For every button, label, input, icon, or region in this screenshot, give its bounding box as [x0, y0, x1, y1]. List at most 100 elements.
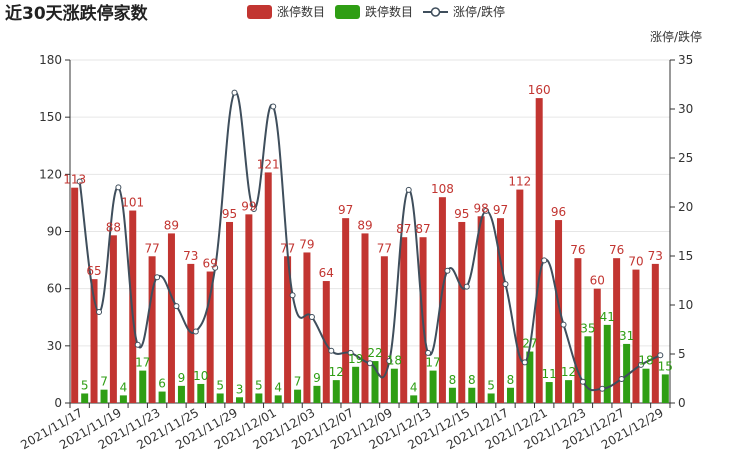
bar-up — [496, 218, 504, 403]
bar-down — [274, 395, 282, 403]
bar-down-label: 4 — [410, 380, 418, 394]
bar-down-label: 9 — [178, 371, 186, 385]
chart-title: 近30天涨跌停家数 — [5, 3, 149, 24]
ratio-point — [386, 358, 393, 365]
bar-up-label: 96 — [551, 205, 566, 219]
y-left-tick-label: 30 — [47, 339, 62, 353]
bar-up-label: 101 — [121, 196, 144, 210]
bar-down-label: 12 — [329, 365, 344, 379]
bar-up — [516, 189, 524, 403]
bar-down — [158, 391, 166, 403]
ratio-point — [328, 347, 335, 354]
bar-down-label: 12 — [561, 365, 576, 379]
legend-swatch-up — [247, 5, 272, 19]
ratio-point — [76, 178, 83, 185]
bar-up-label: 79 — [299, 237, 314, 251]
bar-down-label: 9 — [313, 371, 321, 385]
ratio-line — [76, 89, 664, 392]
bar-up-label: 95 — [222, 207, 237, 221]
bar-down-label: 6 — [158, 377, 166, 391]
bar-up — [245, 214, 253, 403]
bar-up — [226, 221, 234, 403]
ratio-point — [483, 207, 490, 214]
bar-down-label: 4 — [120, 380, 128, 394]
bar-up — [264, 172, 272, 403]
y-left-tick-label: 180 — [39, 53, 62, 67]
legend-label-ratio: 涨停/跌停 — [453, 4, 505, 19]
bar-down — [410, 395, 418, 403]
bar-down — [429, 370, 437, 403]
ratio-point — [521, 359, 528, 366]
bar-down-label: 5 — [255, 378, 263, 392]
ratio-point — [560, 321, 567, 328]
bar-up-label: 89 — [357, 218, 372, 232]
bar-up-label: 69 — [203, 257, 218, 271]
bar-up-label: 121 — [257, 157, 280, 171]
bar-up-label: 87 — [415, 222, 430, 236]
bar-down-label: 22 — [367, 346, 382, 360]
bar-up — [438, 197, 446, 403]
bar-down — [332, 380, 340, 403]
bar-up — [284, 256, 292, 403]
bar-down — [255, 393, 263, 403]
bar-up — [148, 256, 156, 403]
bar-up-label: 76 — [570, 243, 585, 257]
bar-up-label: 77 — [144, 241, 159, 255]
bar-down — [584, 336, 592, 403]
bar-down-label: 17 — [425, 356, 440, 370]
bar-up-label: 98 — [473, 201, 488, 215]
ratio-point — [192, 328, 199, 335]
bar-up — [342, 218, 350, 403]
bar-up — [535, 98, 543, 403]
bar-down — [177, 385, 185, 403]
ratio-point — [96, 308, 103, 315]
y-right-tick-label: 15 — [678, 249, 693, 263]
ratio-point — [134, 341, 141, 348]
bar-up — [632, 269, 640, 403]
y-right-tick-label: 30 — [678, 102, 693, 116]
bar-down-label: 3 — [236, 382, 244, 396]
bar-up-label: 95 — [454, 207, 469, 221]
bar-up — [555, 220, 563, 403]
ratio-point — [367, 360, 373, 367]
bar-down-label: 7 — [100, 375, 108, 389]
bar-down-label: 8 — [468, 373, 476, 387]
bar-up — [593, 288, 601, 403]
bar-down — [352, 366, 360, 403]
bar-down — [642, 368, 650, 403]
bar-down — [661, 374, 669, 403]
bar-up — [71, 187, 79, 403]
bar-down — [197, 383, 205, 403]
bar-down-label: 18 — [638, 354, 653, 368]
ratio-point — [154, 274, 161, 281]
bar-up-label: 99 — [241, 199, 256, 213]
bar-up — [400, 237, 408, 403]
bar-down-label: 8 — [449, 373, 457, 387]
ratio-point — [405, 186, 412, 193]
bar-down-label: 19 — [348, 352, 363, 366]
ratio-point — [115, 184, 122, 191]
bar-down-label: 11 — [542, 367, 557, 381]
legend-label-down: 跌停数目 — [365, 4, 413, 19]
bar-down — [390, 368, 398, 403]
ratio-point — [444, 267, 451, 274]
bar-down — [526, 351, 534, 403]
bar-down-label: 5 — [81, 378, 89, 392]
ratio-point — [270, 103, 277, 110]
bar-down-label: 5 — [216, 378, 224, 392]
bar-down — [81, 393, 89, 403]
y-right-axis-name: 涨停/跌停 — [650, 29, 702, 44]
bar-down-label: 27 — [522, 337, 537, 351]
bar-down-label: 7 — [294, 375, 302, 389]
bar-down — [603, 324, 611, 403]
bar-down — [468, 387, 476, 403]
bar-up-label: 108 — [431, 182, 454, 196]
y-left-tick-label: 150 — [39, 110, 62, 124]
bar-down-label: 17 — [135, 356, 150, 370]
bar-down-label: 35 — [580, 321, 595, 335]
ratio-point — [347, 349, 354, 356]
ratio-point — [637, 361, 644, 368]
